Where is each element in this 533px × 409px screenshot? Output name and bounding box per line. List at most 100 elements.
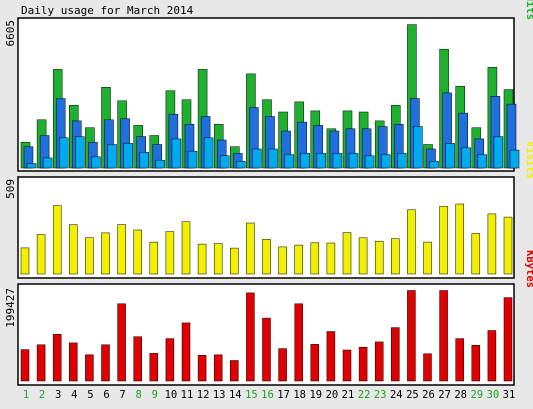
day-label-1: 1 [23,389,29,401]
bars-layer [20,24,520,382]
kbytes-bar-day-21 [342,349,352,382]
day-label-30: 30 [487,389,500,401]
pages-bar-day-2 [42,157,53,169]
kbytes-bar-day-18 [294,303,303,382]
day-label-10: 10 [165,389,178,401]
visits-bar-day-15 [246,222,255,275]
visits-bar-day-19 [310,242,320,275]
visits-bar-day-8 [133,229,142,275]
pages-bar-day-27 [445,143,455,169]
pages-bar-day-16 [268,148,278,169]
pages-bar-day-6 [107,144,117,169]
pages-bar-day-26 [429,161,439,169]
day-label-9: 9 [152,389,158,401]
visits-bar-day-22 [358,237,368,275]
day-label-3: 3 [55,389,61,401]
pages-bar-day-11 [187,150,198,169]
visits-bar-day-6 [101,232,110,275]
visits-bar-day-16 [262,239,271,275]
kbytes-bar-day-5 [85,354,94,382]
visits-bar-day-10 [165,231,175,275]
kbytes-bar-day-15 [246,292,255,382]
day-label-29: 29 [470,389,483,401]
day-label-15: 15 [245,389,258,401]
kbytes-bar-day-26 [423,353,432,382]
day-label-2: 2 [39,389,45,401]
pages-bar-day-31 [509,149,520,169]
pages-bar-day-8 [139,152,149,169]
visits-bar-day-1 [20,247,30,275]
pages-bar-day-18 [300,153,310,169]
legend-entry-legend-visits-0: Visits [524,141,533,179]
hits-max-label: 6605 [4,20,17,47]
pages-bar-day-1 [26,163,37,169]
kbytes-bar-day-4 [69,342,78,382]
pages-bar-day-22 [364,155,375,169]
x-axis-day-labels: 1 2 3 4 5 6 7 8 9 10 11 12 13 14 15 16 17 18 19 20 21 22 23 24 2… [23,389,515,401]
day-label-12: 12 [197,389,210,401]
kbytes-bar-day-23 [374,341,384,382]
kbytes-bar-day-12 [197,355,207,382]
day-label-8: 8 [136,389,142,401]
pages-bar-day-23 [380,154,391,169]
day-label-20: 20 [326,389,339,401]
day-label-19: 19 [309,389,322,401]
pages-bar-day-19 [316,153,327,169]
visits-bar-day-25 [407,209,416,275]
kbytes-bar-day-17 [278,348,287,382]
kbytes-bar-day-20 [326,331,336,382]
kbytes-bar-day-10 [165,338,175,382]
pages-bar-day-24 [397,153,407,169]
pages-bar-day-4 [75,136,85,169]
kbytes-bar-day-16 [262,317,271,382]
visits-bar-day-27 [439,206,448,275]
day-label-7: 7 [119,389,125,401]
day-label-4: 4 [71,389,77,401]
visits-bar-day-30 [487,213,497,275]
pages-bar-day-17 [284,154,294,169]
legend-entry-legend-kbytes-0: KBytes [524,250,533,288]
visits-bar-day-12 [197,243,207,275]
kbytes-bar-day-1 [20,349,30,382]
visits-bar-day-21 [342,232,352,275]
pages-bar-day-12 [203,137,214,169]
visits-bar-day-18 [294,244,303,275]
visits-bar-day-23 [374,240,384,275]
kbytes-bar-day-11 [181,322,191,382]
kbytes-bar-day-13 [213,354,223,382]
visits-bar-day-2 [36,234,46,275]
pages-bar-day-28 [461,147,471,169]
hits-panel-legend: Pages/Files/Hits [524,0,533,20]
pages-bar-day-9 [155,159,166,169]
day-label-27: 27 [438,389,451,401]
kbytes-bar-day-27 [439,290,448,382]
visits-bar-day-5 [85,237,94,275]
kbytes-bar-day-2 [36,344,46,382]
visits-bar-day-7 [117,224,126,275]
day-label-14: 14 [229,389,242,401]
chart-title: Daily usage for March 2014 [21,4,194,17]
day-label-11: 11 [181,389,194,401]
visits-panel-legend: Visits [524,141,533,179]
pages-bar-day-5 [91,156,101,169]
day-label-13: 13 [213,389,226,401]
pages-bar-day-15 [252,148,262,169]
pages-bar-day-7 [123,143,133,169]
day-label-25: 25 [406,389,419,401]
day-label-17: 17 [277,389,290,401]
visits-bar-day-9 [149,241,159,275]
day-label-18: 18 [293,389,306,401]
kbytes-max-label: 199427 [4,288,17,328]
day-label-22: 22 [358,389,371,401]
visits-bar-day-3 [52,205,62,275]
kbytes-bar-day-30 [487,330,497,382]
day-label-28: 28 [454,389,467,401]
day-label-5: 5 [87,389,93,401]
visits-bar-day-31 [503,216,513,275]
day-label-21: 21 [342,389,355,401]
pages-bar-day-14 [236,161,246,169]
day-label-23: 23 [374,389,387,401]
kbytes-panel-legend: KBytes [524,250,533,288]
